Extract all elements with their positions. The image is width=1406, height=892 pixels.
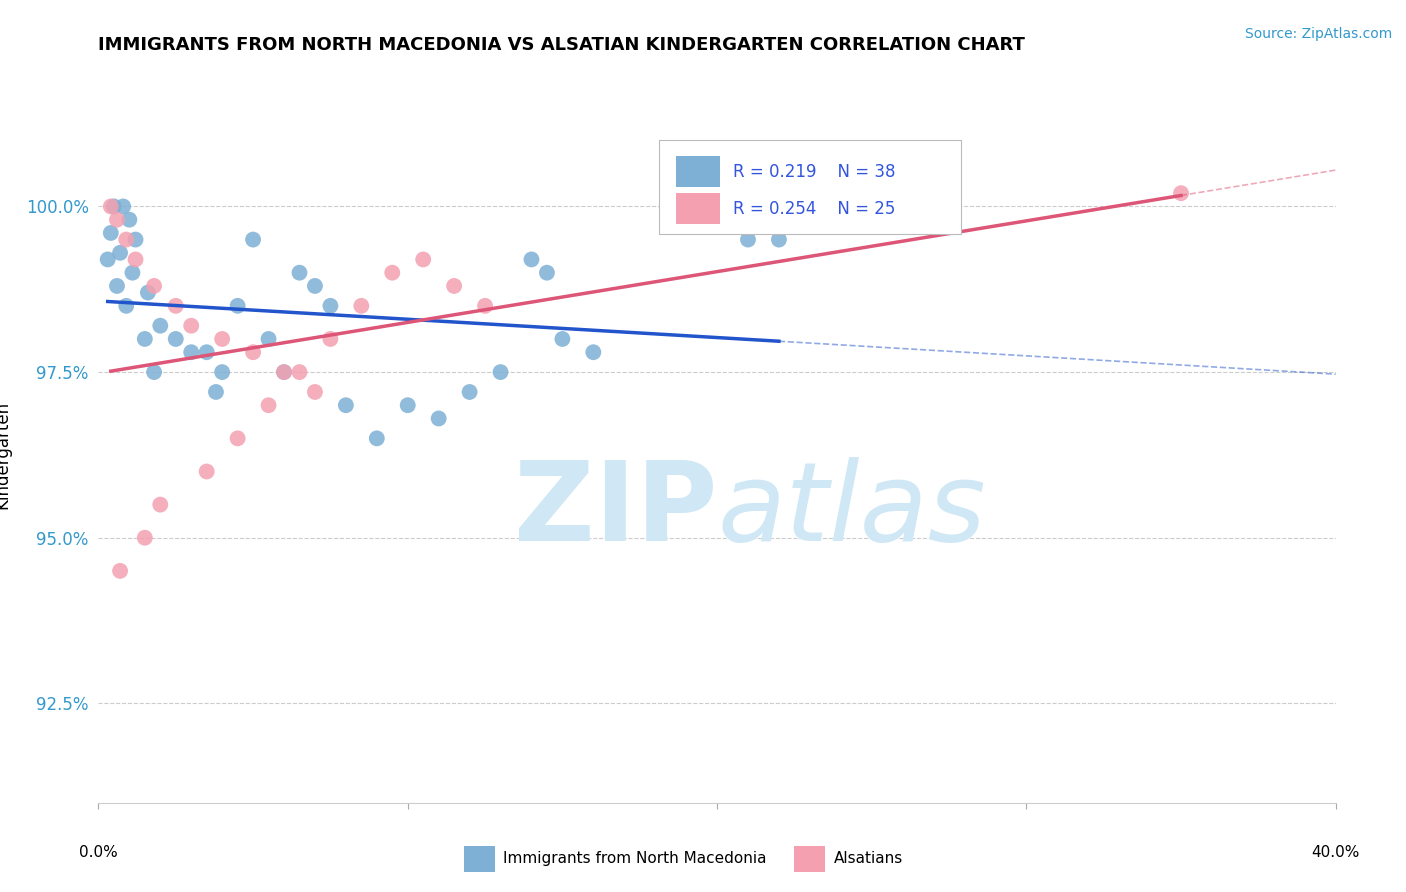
Point	[124, 252, 146, 267]
Point	[226, 431, 249, 445]
Point	[396, 398, 419, 412]
Point	[319, 332, 342, 346]
Text: Immigrants from North Macedonia: Immigrants from North Macedonia	[503, 852, 766, 866]
Point	[211, 365, 233, 379]
Point	[458, 384, 481, 399]
Point	[257, 332, 280, 346]
Point	[149, 498, 172, 512]
Point	[121, 266, 143, 280]
Point	[115, 233, 138, 247]
Point	[136, 285, 159, 300]
Point	[1170, 186, 1192, 201]
Point	[211, 332, 233, 346]
Text: R = 0.254    N = 25: R = 0.254 N = 25	[733, 200, 896, 218]
Point	[319, 299, 342, 313]
Point	[112, 199, 135, 213]
Point	[143, 279, 166, 293]
Bar	[676, 193, 720, 224]
Point	[165, 299, 187, 313]
Text: 40.0%: 40.0%	[1312, 845, 1360, 860]
Point	[134, 332, 156, 346]
Point	[134, 531, 156, 545]
Point	[536, 266, 558, 280]
Point	[149, 318, 172, 333]
Point	[180, 318, 202, 333]
Point	[108, 245, 131, 260]
Point	[205, 384, 228, 399]
Text: 0.0%: 0.0%	[79, 845, 118, 860]
Point	[304, 384, 326, 399]
Text: atlas: atlas	[717, 457, 986, 564]
Point	[335, 398, 357, 412]
Point	[768, 233, 790, 247]
Point	[304, 279, 326, 293]
Point	[381, 266, 404, 280]
Point	[242, 233, 264, 247]
Point	[520, 252, 543, 267]
Text: Source: ZipAtlas.com: Source: ZipAtlas.com	[1244, 27, 1392, 41]
Text: ZIP: ZIP	[513, 457, 717, 564]
Point	[582, 345, 605, 359]
Point	[195, 465, 218, 479]
Point	[551, 332, 574, 346]
Point	[105, 212, 128, 227]
Text: IMMIGRANTS FROM NORTH MACEDONIA VS ALSATIAN KINDERGARTEN CORRELATION CHART: IMMIGRANTS FROM NORTH MACEDONIA VS ALSAT…	[98, 36, 1025, 54]
Point	[105, 279, 128, 293]
Point	[226, 299, 249, 313]
Point	[165, 332, 187, 346]
Point	[97, 252, 120, 267]
Point	[195, 345, 218, 359]
Point	[124, 233, 146, 247]
Point	[100, 199, 122, 213]
Point	[180, 345, 202, 359]
Point	[288, 266, 311, 280]
Point	[273, 365, 295, 379]
Point	[412, 252, 434, 267]
Point	[489, 365, 512, 379]
Point	[443, 279, 465, 293]
Point	[115, 299, 138, 313]
Point	[108, 564, 131, 578]
FancyBboxPatch shape	[659, 140, 960, 234]
Bar	[676, 156, 720, 187]
Y-axis label: Kindergarten: Kindergarten	[0, 401, 11, 509]
Point	[288, 365, 311, 379]
Point	[737, 233, 759, 247]
Point	[118, 212, 141, 227]
Text: Alsatians: Alsatians	[834, 852, 903, 866]
Point	[273, 365, 295, 379]
Point	[474, 299, 496, 313]
Point	[100, 226, 122, 240]
Text: R = 0.219    N = 38: R = 0.219 N = 38	[733, 162, 896, 181]
Point	[257, 398, 280, 412]
Point	[366, 431, 388, 445]
Point	[143, 365, 166, 379]
Point	[350, 299, 373, 313]
Point	[103, 199, 125, 213]
Point	[427, 411, 450, 425]
Point	[242, 345, 264, 359]
